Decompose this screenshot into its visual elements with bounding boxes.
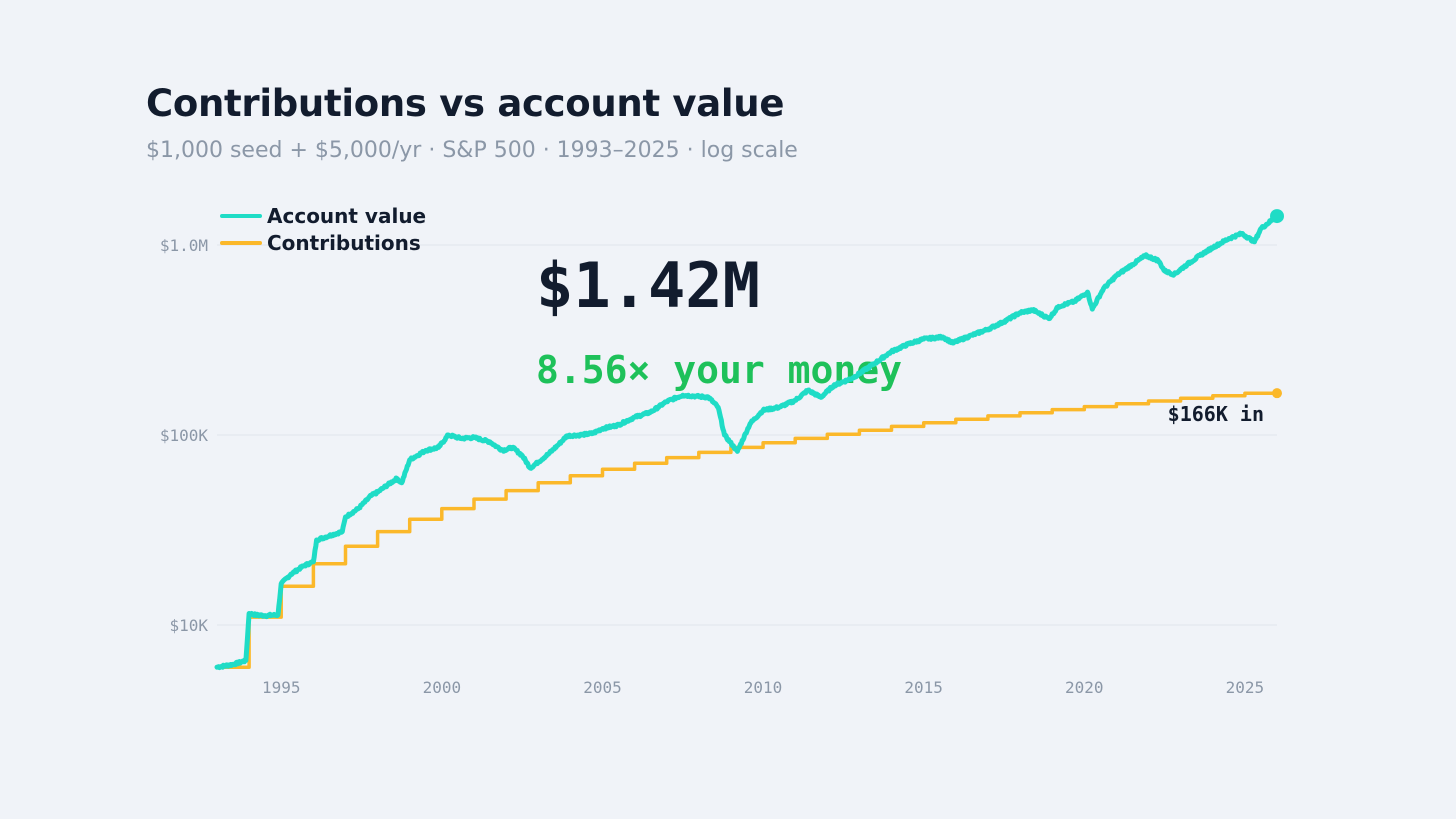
y-axis-ticks: $10K $100K $1.0M <box>160 236 209 635</box>
series-line-contributions <box>217 391 1277 669</box>
account-value-end-marker <box>1270 209 1284 224</box>
legend-label-contributions: Contributions <box>267 231 421 255</box>
y-tick-label: $1.0M <box>160 236 208 255</box>
x-tick-label: 2005 <box>583 678 622 697</box>
x-tick-label: 1995 <box>262 678 301 697</box>
big-value-annotation: $1.42M <box>536 249 760 322</box>
x-tick-label: 2010 <box>744 678 783 697</box>
series-line-account-value <box>214 213 1280 671</box>
x-tick-label: 2000 <box>423 678 462 697</box>
contributions-end-marker <box>1272 388 1282 399</box>
chart-title: Contributions vs account value <box>146 82 785 125</box>
legend-label-account-value: Account value <box>267 204 426 228</box>
multiple-annotation: 8.56× your money <box>536 348 902 392</box>
legend: Account value Contributions <box>220 204 426 255</box>
x-tick-label: 2020 <box>1065 678 1104 697</box>
chart-subtitle: $1,000 seed + $5,000/yr · S&P 500 · 1993… <box>146 138 798 163</box>
x-tick-label: 2025 <box>1226 678 1265 697</box>
contributions-end-label: $166K in <box>1168 402 1264 426</box>
x-axis-ticks: 1995 2000 2005 2010 2015 2020 2025 <box>262 678 1264 697</box>
y-tick-label: $100K <box>160 426 209 445</box>
multiple-label: 8.56× your money <box>536 348 902 392</box>
y-tick-label: $10K <box>169 616 208 635</box>
x-tick-label: 2015 <box>904 678 943 697</box>
big-value-label: $1.42M <box>536 249 760 322</box>
